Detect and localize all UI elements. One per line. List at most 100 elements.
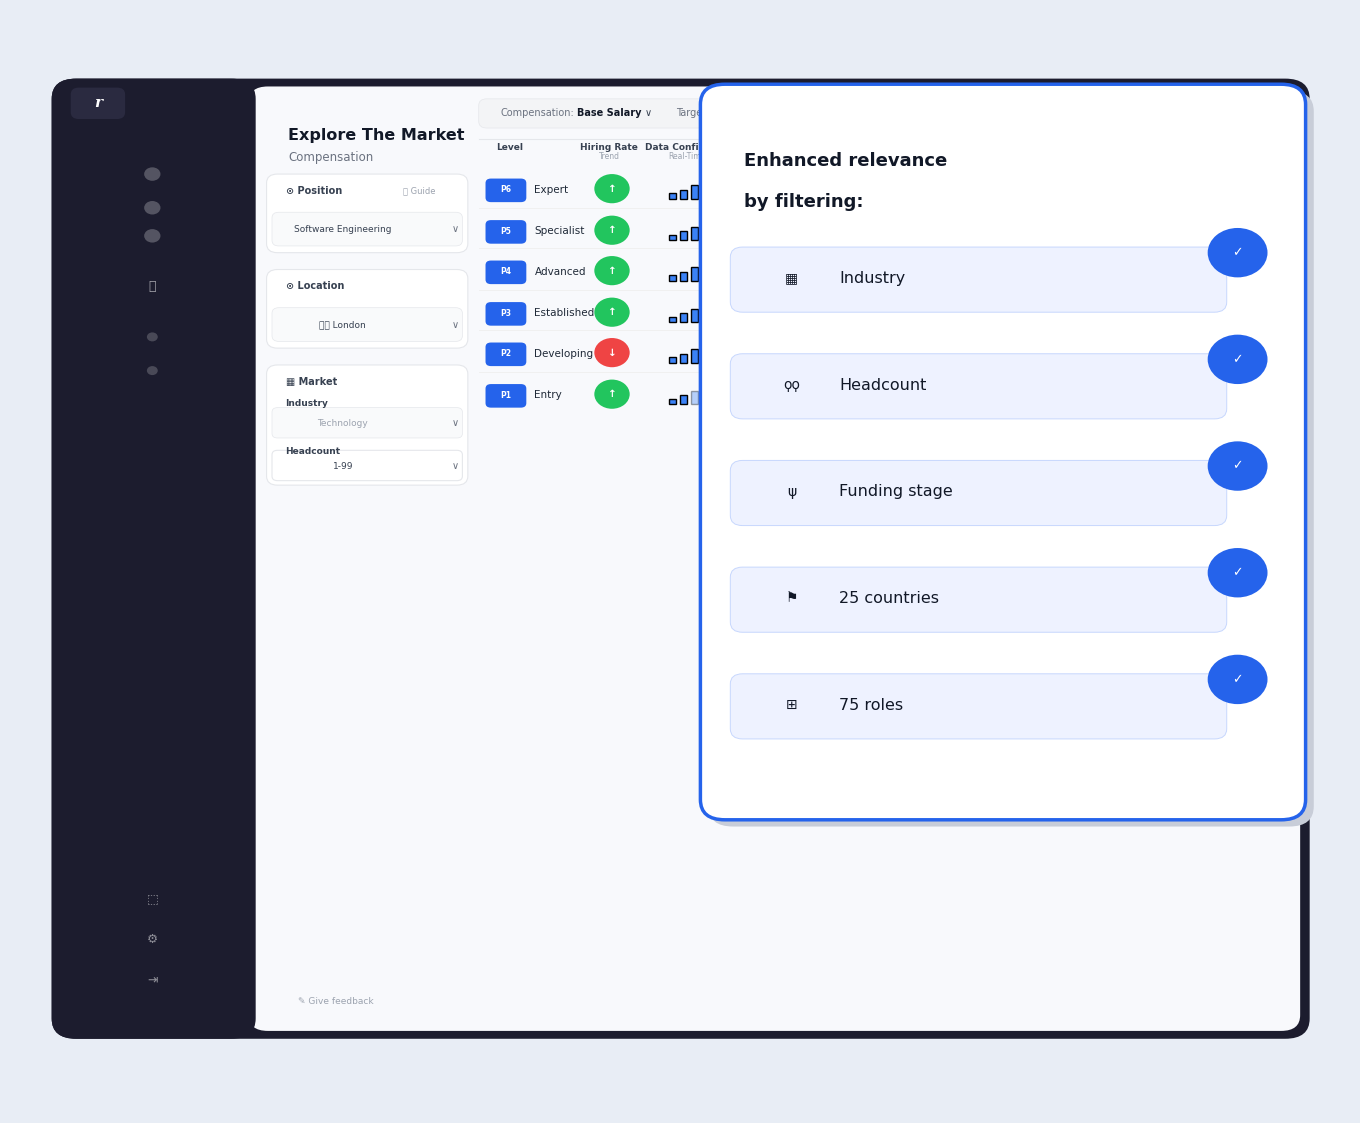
Text: Software Engineering: Software Engineering — [294, 225, 392, 234]
Text: 10: 10 — [752, 143, 766, 152]
FancyBboxPatch shape — [267, 365, 468, 485]
Text: £72,200: £72,200 — [806, 267, 845, 276]
Text: 75 roles: 75 roles — [839, 697, 903, 713]
Text: th: th — [1031, 140, 1036, 145]
Text: £46,160: £46,160 — [740, 309, 778, 318]
Circle shape — [1208, 655, 1268, 704]
Text: Compensation:: Compensation: — [500, 109, 574, 118]
FancyBboxPatch shape — [680, 313, 687, 322]
Text: ↑: ↑ — [608, 266, 616, 275]
Text: £80,600: £80,600 — [868, 267, 906, 276]
Text: P3: P3 — [500, 309, 511, 318]
Text: P5: P5 — [500, 227, 511, 236]
Text: Explore The Market: Explore The Market — [288, 128, 465, 144]
Text: ⊞: ⊞ — [786, 699, 797, 712]
Text: ↑: ↑ — [608, 184, 616, 193]
FancyBboxPatch shape — [702, 304, 709, 322]
Text: £44,000: £44,000 — [868, 391, 906, 400]
FancyBboxPatch shape — [52, 79, 1310, 1039]
FancyBboxPatch shape — [52, 79, 256, 1039]
FancyBboxPatch shape — [702, 345, 709, 363]
Text: P6: P6 — [500, 185, 511, 194]
Text: £85,600: £85,600 — [1140, 267, 1183, 276]
Text: £90,600: £90,600 — [933, 267, 971, 276]
Text: th: th — [1214, 140, 1220, 145]
FancyBboxPatch shape — [479, 99, 1240, 128]
FancyBboxPatch shape — [702, 181, 709, 199]
Text: Expert: Expert — [534, 185, 568, 194]
Circle shape — [594, 256, 630, 285]
Text: Advanced: Advanced — [534, 267, 586, 276]
Text: Percentile: Percentile — [740, 152, 778, 161]
Text: ∨: ∨ — [452, 419, 458, 428]
Circle shape — [1232, 103, 1254, 121]
Text: ⊙ Position: ⊙ Position — [286, 186, 341, 195]
FancyBboxPatch shape — [702, 386, 709, 404]
Text: th: th — [772, 140, 778, 145]
Text: Real-Time: Real-Time — [668, 152, 706, 161]
Text: ↑: ↑ — [608, 390, 616, 399]
Text: £84,400: £84,400 — [740, 227, 778, 236]
Text: Benchmark My Company: Benchmark My Company — [1074, 109, 1197, 118]
FancyBboxPatch shape — [71, 88, 125, 119]
Circle shape — [144, 167, 160, 181]
Text: 25 countries: 25 countries — [839, 591, 940, 606]
Text: £25,200: £25,200 — [740, 391, 778, 400]
Text: £126,450: £126,450 — [929, 185, 975, 194]
Text: £54,000: £54,000 — [868, 349, 906, 358]
Text: Percentile: Percentile — [806, 152, 845, 161]
Text: 75: 75 — [945, 143, 959, 152]
Text: ▦: ▦ — [785, 272, 798, 285]
FancyBboxPatch shape — [1066, 298, 1257, 329]
Circle shape — [144, 201, 160, 214]
FancyBboxPatch shape — [669, 317, 676, 322]
FancyBboxPatch shape — [486, 179, 526, 202]
Circle shape — [594, 380, 630, 409]
Text: Industry: Industry — [286, 399, 329, 408]
Text: 🇬🇧 London: 🇬🇧 London — [320, 320, 366, 329]
FancyBboxPatch shape — [272, 408, 462, 438]
Text: Headcount: Headcount — [839, 377, 926, 393]
Text: Specialist: Specialist — [534, 227, 585, 236]
Text: ⌕: ⌕ — [148, 280, 156, 293]
FancyBboxPatch shape — [691, 227, 698, 240]
Text: £94,400: £94,400 — [806, 227, 845, 236]
FancyBboxPatch shape — [272, 212, 462, 246]
Circle shape — [1208, 548, 1268, 597]
Text: ⚑: ⚑ — [785, 592, 798, 605]
Text: P1: P1 — [500, 391, 511, 400]
Text: th: th — [839, 140, 845, 145]
Text: 1-99: 1-99 — [332, 462, 354, 471]
FancyBboxPatch shape — [486, 220, 526, 244]
Circle shape — [594, 298, 630, 327]
Text: ∨: ∨ — [452, 225, 458, 234]
Text: £45,200: £45,200 — [806, 349, 845, 358]
FancyBboxPatch shape — [680, 231, 687, 240]
Text: Target Percentile:: Target Percentile: — [676, 109, 760, 118]
FancyBboxPatch shape — [1066, 174, 1257, 206]
FancyBboxPatch shape — [486, 302, 526, 326]
Text: £125,450: £125,450 — [994, 227, 1040, 236]
Text: ✎ Give feedback: ✎ Give feedback — [298, 997, 374, 1006]
FancyBboxPatch shape — [1205, 103, 1254, 120]
FancyBboxPatch shape — [709, 91, 1314, 827]
Text: £94,400: £94,400 — [740, 185, 778, 194]
Text: ↑: ↑ — [608, 226, 616, 235]
Text: ∨: ∨ — [452, 462, 458, 471]
Text: £56,160: £56,160 — [806, 309, 845, 318]
Circle shape — [1208, 228, 1268, 277]
Text: th: th — [900, 140, 906, 145]
Circle shape — [594, 174, 630, 203]
Text: £136,000: £136,000 — [994, 185, 1040, 194]
Text: ✓: ✓ — [1232, 246, 1243, 259]
Text: ψ: ψ — [787, 485, 796, 499]
Text: ▦ Market: ▦ Market — [286, 377, 337, 386]
Text: ⬚: ⬚ — [147, 892, 158, 905]
Text: £100,250: £100,250 — [994, 267, 1040, 276]
Text: Data Confidence: Data Confidence — [645, 143, 729, 152]
FancyBboxPatch shape — [1066, 216, 1257, 247]
FancyBboxPatch shape — [1066, 130, 1257, 166]
Text: Percentile: Percentile — [868, 152, 906, 161]
FancyBboxPatch shape — [691, 391, 698, 404]
FancyBboxPatch shape — [691, 349, 698, 363]
